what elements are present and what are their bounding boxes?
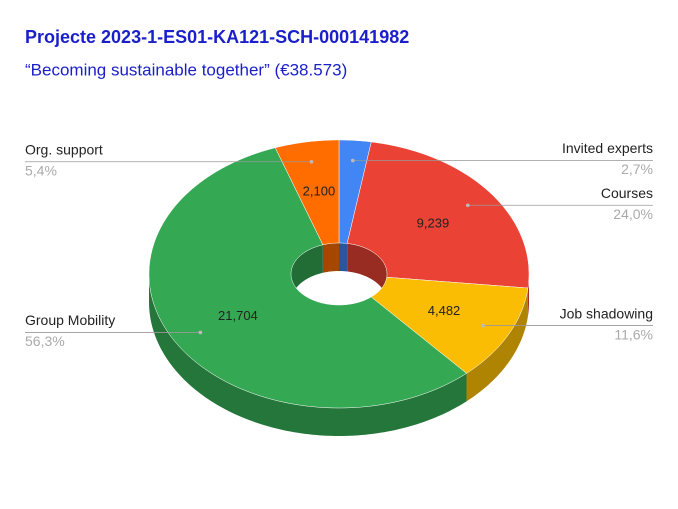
leader-dot xyxy=(350,158,355,163)
hole xyxy=(291,243,387,305)
category-label: Invited experts xyxy=(562,140,653,156)
percent-label: 56,3% xyxy=(25,333,65,349)
value-label: 21,704 xyxy=(218,308,258,323)
slice-inner-wall xyxy=(339,243,348,272)
value-label: 9,239 xyxy=(417,215,450,230)
value-label: 4,482 xyxy=(428,303,461,318)
value-label: 2,100 xyxy=(303,184,336,199)
category-label: Job shadowing xyxy=(560,305,653,321)
percent-label: 5,4% xyxy=(25,162,57,178)
percent-label: 2,7% xyxy=(621,161,653,177)
category-label: Courses xyxy=(601,185,653,201)
slice-inner-wall xyxy=(322,243,339,273)
percent-label: 11,6% xyxy=(614,326,653,342)
leader-dot xyxy=(309,159,314,164)
leader-dot xyxy=(466,203,470,208)
leader-dot xyxy=(481,323,485,328)
slice-inner-wall xyxy=(291,244,323,302)
leader-dot xyxy=(198,330,203,335)
slice-inner-wall xyxy=(347,243,387,302)
slice xyxy=(274,139,340,246)
slice-side xyxy=(149,274,467,436)
category-label: Group Mobility xyxy=(25,312,115,328)
chart-title: Projecte 2023-1-ES01-KA121-SCH-000141982 xyxy=(25,27,409,47)
category-label: Org. support xyxy=(25,141,103,157)
percent-label: 24,0% xyxy=(613,206,653,222)
slice-side xyxy=(466,288,528,402)
chart-subtitle: “Becoming sustainable together” (€38.573… xyxy=(25,60,347,79)
slice-side xyxy=(527,274,529,317)
